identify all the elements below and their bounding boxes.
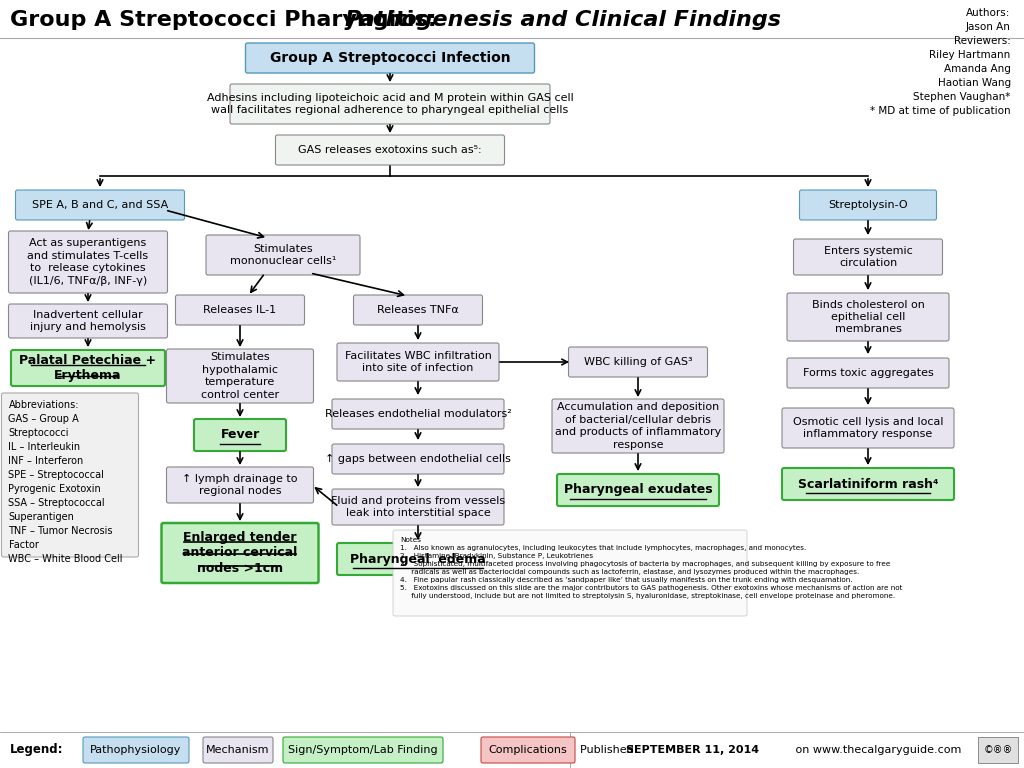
Text: Pharyngeal  edema: Pharyngeal edema (350, 552, 485, 565)
Text: Legend:: Legend: (10, 743, 63, 756)
Text: ↑ lymph drainage to
regional nodes: ↑ lymph drainage to regional nodes (182, 474, 298, 496)
Text: Pathogenesis and Clinical Findings: Pathogenesis and Clinical Findings (345, 10, 781, 30)
Text: Sign/Symptom/Lab Finding: Sign/Symptom/Lab Finding (288, 745, 438, 755)
FancyBboxPatch shape (83, 737, 189, 763)
FancyBboxPatch shape (353, 295, 482, 325)
Text: Stimulates
mononuclear cells¹: Stimulates mononuclear cells¹ (229, 243, 336, 266)
Text: Inadvertent cellular
injury and hemolysis: Inadvertent cellular injury and hemolysi… (30, 310, 146, 333)
Text: SEPTEMBER 11, 2014: SEPTEMBER 11, 2014 (626, 745, 759, 755)
FancyBboxPatch shape (332, 399, 504, 429)
Text: Osmotic cell lysis and local
inflammatory response: Osmotic cell lysis and local inflammator… (793, 417, 943, 439)
Text: Releases endothelial modulators²: Releases endothelial modulators² (325, 409, 511, 419)
Text: ↑ gaps between endothelial cells: ↑ gaps between endothelial cells (325, 454, 511, 464)
Text: Releases IL-1: Releases IL-1 (204, 305, 276, 315)
Text: GAS releases exotoxins such as⁵:: GAS releases exotoxins such as⁵: (298, 145, 482, 155)
FancyBboxPatch shape (978, 737, 1018, 763)
FancyBboxPatch shape (800, 190, 937, 220)
FancyBboxPatch shape (332, 489, 504, 525)
Text: Binds cholesterol on
epithelial cell
membranes: Binds cholesterol on epithelial cell mem… (812, 300, 925, 334)
FancyBboxPatch shape (332, 444, 504, 474)
FancyBboxPatch shape (11, 350, 165, 386)
FancyBboxPatch shape (782, 468, 954, 500)
Text: Pharyngeal exudates: Pharyngeal exudates (563, 484, 713, 496)
FancyBboxPatch shape (203, 737, 273, 763)
FancyBboxPatch shape (393, 530, 746, 616)
FancyBboxPatch shape (246, 43, 535, 73)
FancyBboxPatch shape (283, 737, 443, 763)
FancyBboxPatch shape (782, 408, 954, 448)
FancyBboxPatch shape (794, 239, 942, 275)
FancyBboxPatch shape (1, 393, 138, 557)
Text: Releases TNFα: Releases TNFα (377, 305, 459, 315)
Text: Enlarged tender
anterior cervical
nodes >1cm: Enlarged tender anterior cervical nodes … (182, 531, 298, 575)
Text: WBC killing of GAS³: WBC killing of GAS³ (584, 357, 692, 367)
Text: Abbreviations:
GAS – Group A
Streptococci
IL – Interleukin
INF – Interferon
SPE : Abbreviations: GAS – Group A Streptococc… (8, 400, 123, 564)
Text: Act as superantigens
and stimulates T-cells
to  release cytokines
(IL1/6, TNFα/β: Act as superantigens and stimulates T-ce… (28, 238, 148, 286)
Text: Fever: Fever (220, 429, 260, 442)
FancyBboxPatch shape (337, 343, 499, 381)
Text: Forms toxic aggregates: Forms toxic aggregates (803, 368, 933, 378)
Text: Streptolysin-O: Streptolysin-O (828, 200, 908, 210)
FancyBboxPatch shape (230, 84, 550, 124)
FancyBboxPatch shape (337, 543, 499, 575)
Text: Accumulation and deposition
of bacterial/cellular debris
and products of inflamm: Accumulation and deposition of bacterial… (555, 402, 721, 449)
Text: Mechanism: Mechanism (206, 745, 269, 755)
FancyBboxPatch shape (167, 467, 313, 503)
FancyBboxPatch shape (162, 523, 318, 583)
Text: Group A Streptococci Infection: Group A Streptococci Infection (269, 51, 510, 65)
Text: SPE A, B and C, and SSA: SPE A, B and C, and SSA (32, 200, 168, 210)
Text: Scarlatiniform rash⁴: Scarlatiniform rash⁴ (798, 478, 938, 491)
FancyBboxPatch shape (557, 474, 719, 506)
FancyBboxPatch shape (787, 358, 949, 388)
FancyBboxPatch shape (167, 349, 313, 403)
FancyBboxPatch shape (552, 399, 724, 453)
Text: on www.thecalgaryguide.com: on www.thecalgaryguide.com (792, 745, 962, 755)
FancyBboxPatch shape (206, 235, 360, 275)
FancyBboxPatch shape (8, 231, 168, 293)
Text: ©®®: ©®® (983, 745, 1013, 755)
Text: Palatal Petechiae +
Erythema: Palatal Petechiae + Erythema (19, 353, 157, 382)
FancyBboxPatch shape (194, 419, 286, 451)
Text: Complications: Complications (488, 745, 567, 755)
FancyBboxPatch shape (15, 190, 184, 220)
FancyBboxPatch shape (568, 347, 708, 377)
Text: Authors:
Jason An
Reviewers:
Riley Hartmann
Amanda Ang
Haotian Wang
Stephen Vaug: Authors: Jason An Reviewers: Riley Hartm… (870, 8, 1011, 116)
Text: Notes
1.   Also known as agranulocytes, including leukocytes that include lympho: Notes 1. Also known as agranulocytes, in… (400, 537, 902, 599)
Text: Facilitates WBC infiltration
into site of infection: Facilitates WBC infiltration into site o… (344, 351, 492, 373)
FancyBboxPatch shape (275, 135, 505, 165)
Text: Enters systemic
circulation: Enters systemic circulation (823, 246, 912, 268)
Text: Published: Published (580, 745, 637, 755)
FancyBboxPatch shape (787, 293, 949, 341)
Text: Group A Streptococci Pharyngitis:: Group A Streptococci Pharyngitis: (10, 10, 444, 30)
Text: Fluid and proteins from vessels
leak into interstitial space: Fluid and proteins from vessels leak int… (331, 496, 505, 518)
FancyBboxPatch shape (175, 295, 304, 325)
Text: Pathophysiology: Pathophysiology (90, 745, 181, 755)
Text: Adhesins including lipoteichoic acid and M protein within GAS cell
wall facilita: Adhesins including lipoteichoic acid and… (207, 93, 573, 115)
Text: Stimulates
hypothalamic
temperature
control center: Stimulates hypothalamic temperature cont… (201, 353, 280, 399)
FancyBboxPatch shape (481, 737, 575, 763)
FancyBboxPatch shape (8, 304, 168, 338)
